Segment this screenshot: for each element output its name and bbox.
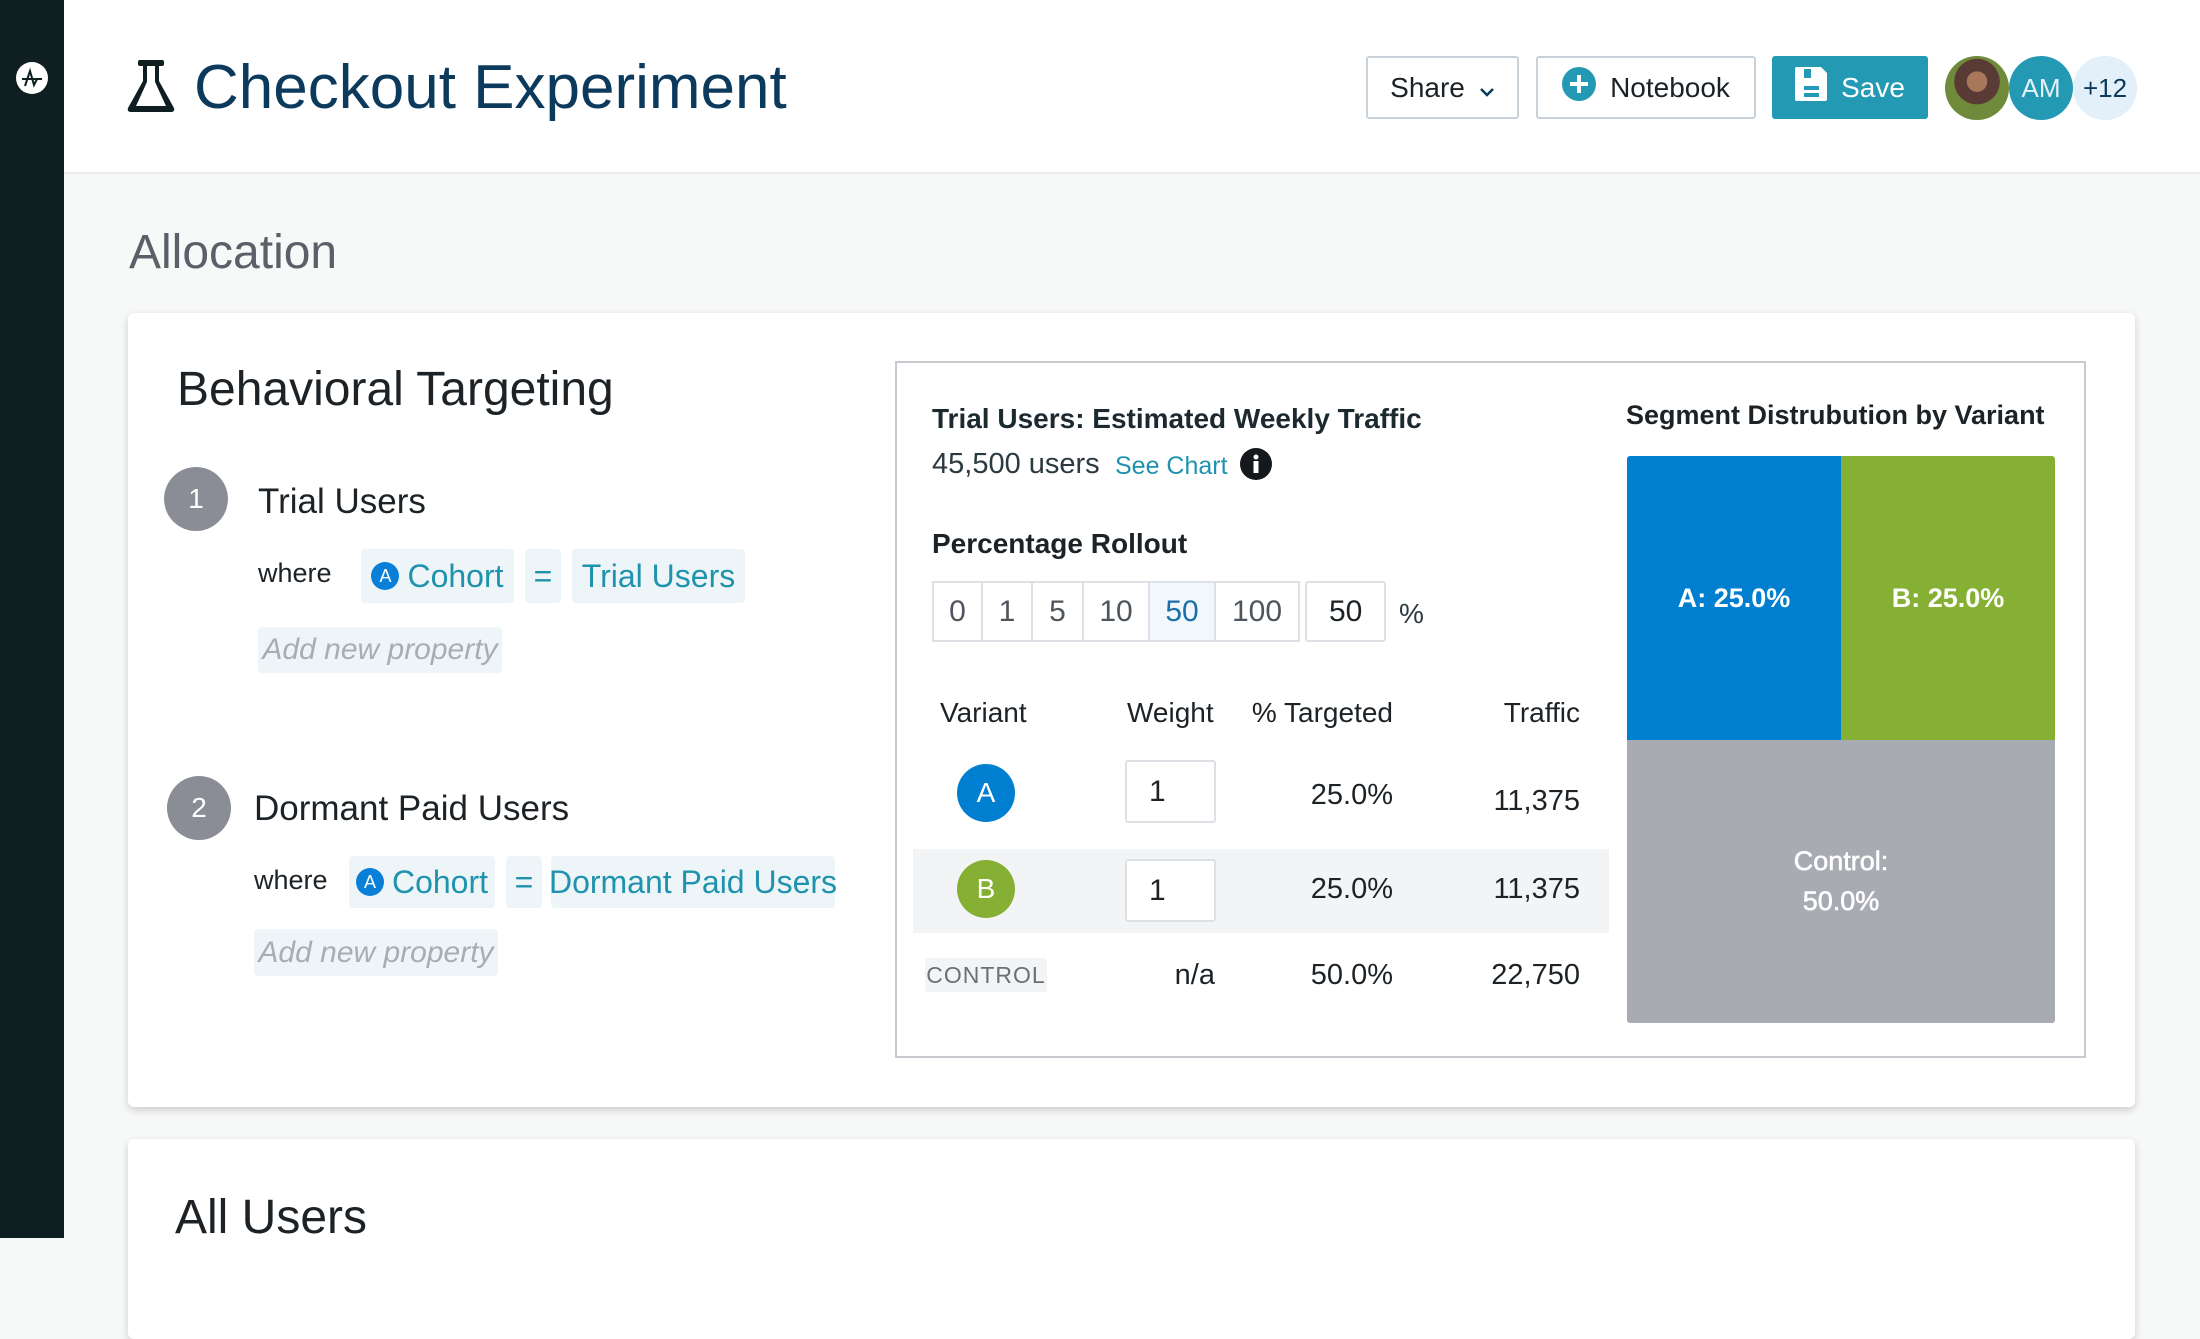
value-pill[interactable]: Trial Users xyxy=(572,549,745,603)
weight-input-a[interactable]: 1 xyxy=(1125,760,1216,823)
weight-control: n/a xyxy=(1174,959,1215,991)
save-label: Save xyxy=(1841,71,1905,103)
rollout-segmented-control: 0 1 5 10 50 100 xyxy=(932,581,1300,642)
amplitude-logo-icon[interactable] xyxy=(16,62,48,94)
control-badge: CONTROL xyxy=(925,958,1047,992)
operator-pill[interactable]: = xyxy=(506,856,542,908)
rollout-option-0[interactable]: 0 xyxy=(932,581,983,642)
add-property-button[interactable]: Add new property xyxy=(258,627,502,673)
property-label: Cohort xyxy=(391,863,489,900)
add-property-button[interactable]: Add new property xyxy=(254,929,498,976)
share-button[interactable]: Share xyxy=(1366,56,1519,119)
flask-icon xyxy=(126,60,176,117)
cohort-icon: A xyxy=(371,562,400,590)
tile-control-value: 50.0% xyxy=(1802,886,1880,917)
property-label: Cohort xyxy=(407,557,504,594)
rollout-label: Percentage Rollout xyxy=(932,528,1188,559)
traffic-control: 22,750 xyxy=(1491,959,1580,991)
percent-sign: % xyxy=(1399,598,1424,629)
rollout-option-5[interactable]: 5 xyxy=(1031,581,1084,642)
targeted-a: 25.0% xyxy=(1310,779,1393,811)
variant-a-badge: A xyxy=(957,764,1015,822)
value-pill[interactable]: Dormant Paid Users xyxy=(549,856,837,908)
info-icon[interactable] xyxy=(1240,448,1272,485)
variant-b-badge: B xyxy=(957,860,1015,918)
all-users-title: All Users xyxy=(175,1191,368,1244)
tile-b-label: B: 25.0% xyxy=(1891,582,2005,613)
tile-a-label: A: 25.0% xyxy=(1677,582,1791,613)
tile-variant-b: B: 25.0% xyxy=(1841,456,2055,740)
segment-number-badge: 1 xyxy=(164,467,228,531)
segment-name[interactable]: Trial Users xyxy=(258,482,426,521)
weight-input-b[interactable]: 1 xyxy=(1125,859,1216,922)
targeted-control: 50.0% xyxy=(1310,959,1393,991)
targeted-b: 25.0% xyxy=(1310,873,1393,905)
traffic-title: Trial Users: Estimated Weekly Traffic xyxy=(932,403,1422,434)
tile-variant-a: A: 25.0% xyxy=(1627,456,1841,740)
chevron-down-icon xyxy=(1479,72,1495,104)
cohort-icon: A xyxy=(355,868,384,896)
see-chart-link[interactable]: See Chart xyxy=(1115,452,1228,480)
tile-control: Control: 50.0% xyxy=(1627,739,2055,1023)
tile-control-label: Control: xyxy=(1793,846,1889,877)
column-header-traffic: Traffic xyxy=(1503,697,1580,728)
notebook-button[interactable]: Notebook xyxy=(1536,56,1756,119)
traffic-b: 11,375 xyxy=(1493,873,1580,905)
traffic-a: 11,375 xyxy=(1493,785,1580,817)
column-header-variant: Variant xyxy=(940,697,1027,728)
save-icon xyxy=(1795,67,1828,108)
operator-pill[interactable]: = xyxy=(525,549,561,603)
avatar-initials[interactable]: AM xyxy=(2009,56,2073,120)
traffic-panel xyxy=(895,361,2086,1058)
segment-number-badge: 2 xyxy=(167,776,231,840)
distribution-treemap: A: 25.0% B: 25.0% Control: 50.0% xyxy=(1627,456,2055,1023)
notebook-label: Notebook xyxy=(1610,71,1730,103)
table-row-highlight xyxy=(913,849,1609,933)
rollout-option-50[interactable]: 50 xyxy=(1148,581,1216,642)
column-header-weight: Weight xyxy=(1127,697,1214,728)
segment-name[interactable]: Dormant Paid Users xyxy=(254,789,570,828)
where-label: where xyxy=(258,558,332,588)
property-pill[interactable]: A Cohort xyxy=(361,549,514,603)
share-label: Share xyxy=(1390,71,1465,103)
save-button[interactable]: Save xyxy=(1772,56,1928,119)
distribution-title: Segment Distrubution by Variant xyxy=(1626,400,2045,430)
all-users-card xyxy=(128,1139,2135,1339)
property-pill[interactable]: A Cohort xyxy=(349,856,495,908)
rollout-option-1[interactable]: 1 xyxy=(981,581,1033,642)
plus-circle-icon xyxy=(1562,67,1597,108)
rollout-percent-input[interactable]: 50 xyxy=(1305,581,1386,642)
targeting-title: Behavioral Targeting xyxy=(177,363,614,416)
where-label: where xyxy=(254,865,328,895)
column-header-targeted: % Targeted xyxy=(1251,697,1393,728)
page-title: Checkout Experiment xyxy=(194,53,787,122)
section-title: Allocation xyxy=(129,226,338,279)
sidebar xyxy=(0,0,64,1238)
avatar-photo[interactable] xyxy=(1945,56,2009,120)
more-collaborators-badge[interactable]: +12 xyxy=(2073,56,2137,120)
rollout-option-100[interactable]: 100 xyxy=(1214,581,1300,642)
users-count: 45,500 users xyxy=(932,448,1100,480)
rollout-option-10[interactable]: 10 xyxy=(1082,581,1150,642)
